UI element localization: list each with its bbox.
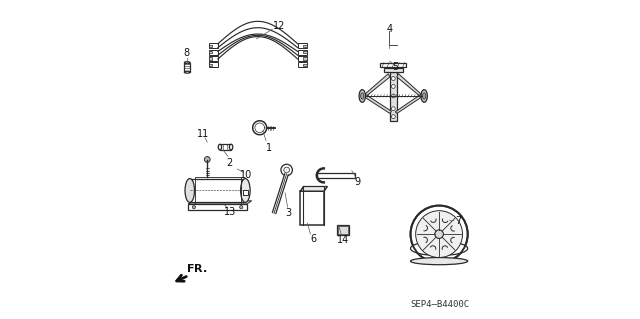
Bar [190, 179, 245, 202]
Ellipse shape [184, 62, 190, 63]
Circle shape [435, 230, 444, 238]
Text: 4: 4 [387, 24, 393, 34]
Circle shape [415, 211, 463, 257]
Bar [303, 45, 307, 47]
Bar [390, 72, 397, 122]
Ellipse shape [422, 93, 426, 99]
Bar [243, 190, 248, 195]
Circle shape [193, 205, 195, 209]
Ellipse shape [185, 179, 195, 202]
Bar [298, 62, 307, 67]
Polygon shape [188, 201, 252, 204]
Text: 9: 9 [355, 177, 360, 187]
Ellipse shape [410, 257, 468, 265]
Text: 13: 13 [224, 207, 237, 217]
Bar [209, 51, 212, 53]
Bar [209, 56, 218, 61]
Polygon shape [363, 74, 390, 98]
Ellipse shape [241, 179, 250, 202]
Bar [383, 68, 403, 72]
Ellipse shape [184, 71, 190, 73]
Bar [195, 177, 241, 204]
Ellipse shape [361, 93, 364, 99]
Bar [298, 50, 307, 55]
Bar [209, 63, 212, 66]
Bar [317, 173, 355, 178]
Bar [303, 57, 307, 60]
Text: SEP4–B4400C: SEP4–B4400C [410, 300, 469, 309]
Polygon shape [397, 74, 423, 98]
Bar [209, 57, 212, 60]
Text: 7: 7 [455, 216, 461, 226]
Circle shape [284, 167, 289, 173]
Text: 1: 1 [266, 143, 271, 153]
Circle shape [410, 205, 468, 263]
Bar [303, 63, 307, 66]
Circle shape [392, 77, 396, 80]
Ellipse shape [421, 90, 428, 102]
Text: 6: 6 [310, 234, 317, 244]
Ellipse shape [229, 144, 233, 150]
Circle shape [239, 205, 243, 209]
Polygon shape [300, 187, 327, 191]
Bar [188, 204, 247, 210]
Bar [209, 62, 218, 67]
Bar [298, 43, 307, 48]
Ellipse shape [359, 90, 365, 102]
Bar [337, 225, 349, 235]
Ellipse shape [410, 241, 468, 256]
Bar [380, 63, 406, 67]
Text: 8: 8 [184, 48, 189, 58]
Bar [300, 191, 324, 225]
Text: $\mathbf{FR.}$: $\mathbf{FR.}$ [186, 263, 207, 274]
Bar [303, 51, 307, 53]
Bar [209, 50, 218, 55]
Text: 14: 14 [337, 235, 349, 246]
Circle shape [281, 164, 292, 176]
Bar [298, 56, 307, 61]
Circle shape [392, 107, 396, 111]
Text: 10: 10 [240, 170, 252, 180]
Text: 3: 3 [285, 209, 291, 219]
Text: 2: 2 [227, 158, 232, 168]
Polygon shape [396, 94, 423, 114]
Bar [209, 45, 212, 47]
Bar [184, 63, 190, 72]
Bar [338, 226, 348, 234]
Text: 11: 11 [197, 129, 209, 139]
Bar [220, 144, 231, 150]
Circle shape [392, 85, 396, 88]
Bar [209, 43, 218, 48]
Polygon shape [363, 94, 392, 114]
Text: 5: 5 [392, 63, 399, 72]
Circle shape [392, 115, 396, 119]
Circle shape [204, 157, 210, 162]
Circle shape [392, 94, 396, 98]
Ellipse shape [218, 144, 221, 150]
Text: 12: 12 [273, 21, 285, 31]
